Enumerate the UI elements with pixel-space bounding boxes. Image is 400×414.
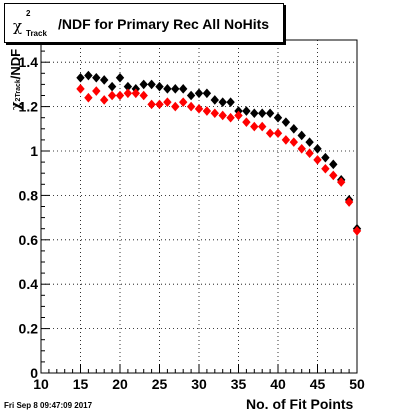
data-point-series-1: [313, 143, 322, 154]
data-point-series-1: [115, 72, 125, 83]
y-tick-label: 0.4: [19, 276, 39, 292]
y-label-ndf: /NDF: [8, 48, 23, 80]
data-point-series-1: [265, 108, 275, 119]
data-point-series-1: [107, 81, 117, 92]
data-point-series-1: [273, 112, 283, 123]
data-point-series-2: [234, 110, 243, 121]
data-point-series-2: [155, 99, 164, 110]
data-point-series-1: [194, 88, 204, 99]
data-point-series-2: [297, 143, 306, 154]
data-point-series-2: [265, 128, 275, 139]
data-point-series-1: [84, 70, 93, 81]
data-point-series-1: [171, 84, 180, 94]
data-point-series-1: [258, 108, 267, 119]
y-tick-label: 0: [30, 365, 38, 381]
data-point-series-1: [179, 84, 188, 94]
data-point-series-1: [289, 124, 298, 134]
y-tick-label: 0.2: [19, 321, 39, 337]
x-tick-label: 20: [112, 376, 128, 392]
x-tick-label: 30: [191, 376, 207, 392]
data-point-series-2: [281, 135, 291, 145]
y-label-sub: Track: [15, 79, 22, 98]
data-point-series-1: [210, 95, 219, 105]
data-point-series-2: [289, 137, 298, 147]
data-point-series-1: [147, 79, 156, 90]
data-point-series-2: [147, 99, 156, 110]
data-point-series-2: [179, 97, 188, 107]
data-point-series-1: [92, 72, 101, 83]
data-point-series-1: [329, 159, 338, 170]
y-tick-label: 1.4: [19, 54, 39, 70]
x-tick-label: 45: [310, 376, 326, 392]
data-point-series-1: [123, 81, 133, 92]
y-tick-label: 1.2: [19, 99, 39, 115]
data-point-series-2: [242, 117, 251, 127]
data-point-series-2: [321, 163, 330, 174]
data-point-series-2: [100, 95, 109, 105]
data-point-series-2: [131, 88, 140, 99]
y-label-chi: χ: [9, 101, 24, 110]
data-point-series-1: [139, 79, 148, 90]
title-box: χ 2 Track /NDF for Primary Rec All NoHit…: [4, 3, 284, 43]
data-point-series-2: [273, 128, 283, 139]
data-point-series-2: [76, 84, 85, 94]
title-chi-symbol: χ: [13, 17, 23, 35]
x-tick-label: 25: [152, 376, 168, 392]
data-point-series-2: [171, 101, 180, 112]
y-tick-label: 1: [30, 143, 38, 159]
data-point-series-1: [321, 152, 330, 163]
data-point-series-1: [163, 84, 172, 94]
data-point-series-2: [329, 170, 338, 181]
data-point-series-1: [202, 88, 212, 99]
data-point-series-2: [163, 97, 172, 107]
data-point-series-2: [210, 108, 219, 119]
data-point-series-1: [250, 108, 259, 119]
data-point-series-2: [352, 226, 362, 236]
data-point-series-2: [218, 110, 227, 121]
data-point-series-1: [76, 72, 85, 83]
data-point-series-1: [281, 117, 291, 127]
data-point-series-2: [139, 90, 148, 101]
data-point-series-2: [258, 121, 267, 132]
data-point-series-1: [226, 97, 235, 107]
y-label-sup: 2: [15, 97, 22, 102]
data-point-series-2: [313, 155, 322, 165]
data-point-series-1: [242, 106, 251, 116]
y-tick-label: 0.8: [19, 187, 39, 203]
data-point-series-1: [305, 137, 314, 147]
data-point-series-2: [250, 121, 259, 132]
data-point-series-2: [337, 177, 346, 187]
data-point-series-2: [202, 106, 212, 116]
data-point-series-1: [186, 90, 196, 101]
y-tick-label: 0.6: [19, 232, 39, 248]
data-point-series-2: [115, 90, 125, 101]
title-superscript: 2: [26, 9, 31, 18]
data-point-series-2: [344, 197, 354, 207]
data-point-series-1: [297, 130, 306, 141]
data-point-series-2: [123, 88, 133, 99]
x-tick-label: 50: [349, 376, 365, 392]
x-tick-label: 10: [33, 376, 49, 392]
timestamp: Fri Sep 8 09:47:09 2017: [4, 401, 93, 410]
data-point-series-2: [84, 92, 93, 103]
data-point-series-1: [155, 81, 164, 92]
x-tick-label: 15: [73, 376, 89, 392]
chart-title: /NDF for Primary Rec All NoHits: [58, 16, 270, 32]
data-point-series-2: [92, 86, 101, 96]
data-point-series-2: [186, 101, 196, 112]
data-point-series-1: [218, 97, 227, 107]
data-point-series-2: [194, 104, 204, 114]
data-point-series-2: [226, 112, 235, 123]
data-point-series-1: [100, 75, 109, 85]
data-point-series-2: [107, 90, 117, 101]
x-tick-label: 35: [231, 376, 247, 392]
x-tick-label: 40: [270, 376, 286, 392]
title-subscript: Track: [26, 29, 47, 38]
x-axis-label: No. of Fit Points: [246, 396, 354, 412]
data-point-series-2: [305, 148, 314, 159]
